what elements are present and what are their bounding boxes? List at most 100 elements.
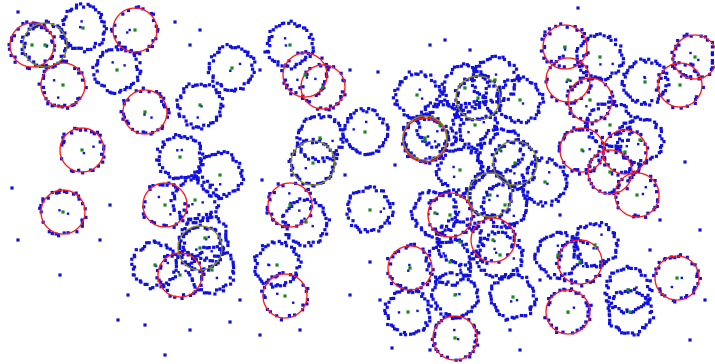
cluster-point [219,102,223,106]
cluster-center [230,66,234,70]
cluster-point [427,201,431,205]
cluster-point [69,43,73,48]
cluster-point [540,238,544,242]
cluster-point [625,308,629,312]
cluster-point [500,112,504,117]
cluster-point [163,105,167,109]
cluster-point [476,343,480,347]
cluster-point [184,269,187,273]
cluster-point [399,284,403,288]
cluster-point [143,200,147,204]
cluster-point [294,273,299,277]
cluster-point [92,145,95,148]
cluster-point [530,160,534,164]
cluster-point [478,240,482,244]
red-cluster-circle [557,239,603,285]
cluster-point [564,101,568,105]
cluster-point-ring [603,264,654,315]
cluster-point [655,62,659,66]
cluster-point [434,197,438,201]
cluster-point [416,133,420,137]
cluster-point [554,326,559,330]
cluster-point [614,195,618,199]
cluster-point [234,160,238,164]
cluster-point-ring [169,174,221,225]
cluster-point [520,157,524,161]
cluster-point [165,288,169,292]
cluster-point [515,77,519,81]
noise-point [260,178,264,182]
cluster-point [582,32,586,36]
cluster-point [585,70,589,74]
cluster-point [358,151,362,155]
cluster-point [511,165,515,169]
noise-point [576,6,580,10]
cluster-center [556,253,560,257]
cluster-point [174,268,178,272]
cluster-point [383,309,387,313]
cluster-point [555,99,559,103]
cluster-point [225,251,229,255]
cluster-point [88,4,92,8]
cluster-point [306,287,310,291]
cluster-point [475,301,479,305]
cluster-point [460,138,464,142]
cluster-point [295,266,299,270]
cluster-point [201,269,205,273]
cluster-point [176,105,180,109]
cluster-point [302,139,306,143]
cluster-point [231,189,235,193]
cluster-point [553,162,557,166]
cluster-point [671,298,675,303]
cluster-point [593,75,597,79]
cluster-center [458,168,462,172]
cluster-point [256,274,260,278]
cluster-point [129,48,133,53]
cluster-point [135,51,139,55]
cluster-point [427,264,431,268]
cluster-point [434,170,438,174]
cluster-point [579,44,583,48]
cluster-point [477,264,481,269]
cluster-point [302,119,306,123]
cluster-point [211,121,215,125]
cluster-point [508,198,512,201]
cluster-point [386,257,390,261]
cluster-point [572,255,576,259]
cluster-point [434,307,438,311]
cluster-point [515,267,519,271]
cluster-point [85,47,90,52]
cluster-point [160,126,164,131]
cluster-point [349,116,353,120]
noise-point [173,20,177,24]
cluster-point [348,209,352,213]
cluster-point [695,272,699,276]
cluster-point [224,224,228,228]
cluster-point [506,139,510,143]
cluster-point [521,143,525,147]
cluster-point [476,154,480,158]
cluster-point [634,100,638,104]
cluster-point [197,125,201,129]
cluster-point [202,180,206,184]
red-cluster-circle [40,189,86,235]
cluster-point [311,224,314,228]
cluster-point [457,210,461,214]
cluster-point [391,324,395,328]
cluster-point [298,177,302,181]
cluster-point [632,172,636,177]
cluster-point [492,220,496,224]
cluster-point [502,144,507,148]
cluster-point [150,44,154,49]
cluster-point [351,146,355,151]
cluster-point [78,128,83,132]
cluster-point [200,250,204,254]
cluster-point [253,269,257,273]
cluster-point [463,101,467,105]
cluster-point [585,38,589,42]
cluster-point [294,91,298,95]
cluster-point [436,130,439,133]
cluster-point [469,151,473,155]
cluster-point [62,132,66,136]
cluster-point [193,226,197,230]
